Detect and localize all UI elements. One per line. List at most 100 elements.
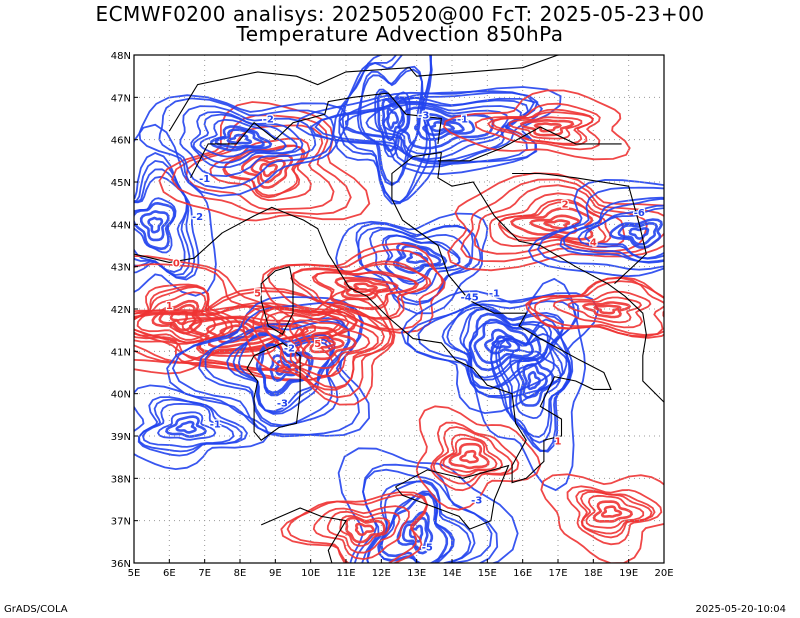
contour-line <box>309 331 345 354</box>
contour-line <box>584 207 664 260</box>
x-tick-label: 11E <box>336 568 355 579</box>
contour-line <box>401 516 429 551</box>
contour-line <box>533 122 563 133</box>
contour-line <box>497 198 612 245</box>
contour-label: -1 <box>489 288 500 299</box>
alps-border <box>190 92 443 179</box>
lat-lon-grid <box>134 55 664 563</box>
contour-label: 1 <box>166 301 173 312</box>
x-tick-label: 7E <box>198 568 211 579</box>
contour-line <box>593 304 622 315</box>
contour-line <box>483 328 521 355</box>
contour-line <box>175 420 197 434</box>
contour-label: -1 <box>199 174 210 185</box>
contour-line <box>311 270 418 311</box>
sicily-coastline <box>395 464 510 530</box>
cold-advection-center <box>134 384 270 471</box>
contour-line <box>552 290 652 329</box>
contour-line <box>617 222 659 246</box>
contour-line <box>357 224 474 304</box>
contour-line <box>536 186 664 271</box>
contour-line <box>263 308 385 389</box>
cold-advection-center <box>138 94 350 197</box>
warm-advection-center <box>241 287 396 406</box>
y-tick-label: 38N <box>111 474 131 485</box>
y-tick-label: 47N <box>111 93 131 104</box>
contour-label: -2 <box>192 212 203 223</box>
contour-label: -45 <box>461 293 479 304</box>
contour-line <box>309 90 538 164</box>
contour-label: -1 <box>210 420 221 431</box>
y-tick-label: 43N <box>111 263 131 274</box>
contour-line <box>165 415 207 438</box>
contour-line <box>295 86 562 176</box>
contour-line <box>495 333 572 444</box>
contour-line <box>430 421 520 492</box>
x-tick-label: 10E <box>301 568 320 579</box>
contour-line <box>261 242 446 334</box>
contour-line <box>365 100 522 161</box>
map-subtitle: Temperature Advection 850hPa <box>236 22 564 46</box>
contour-line <box>209 137 312 202</box>
contour-line <box>266 248 444 331</box>
contour-line <box>405 251 429 264</box>
contour-labels: -2 -2 -1 -2 -3 5 5 1 -3 -1 -45 -1 2 4 -6 -3 -5 -1 0 1 <box>165 109 647 554</box>
contour-line <box>459 449 479 464</box>
contour-line <box>339 514 391 547</box>
warm-advection-center <box>261 242 446 334</box>
contour-line <box>378 492 455 563</box>
cold-advection-center <box>295 86 562 176</box>
contour-line <box>417 300 577 397</box>
contour-line <box>522 363 548 399</box>
x-tick-label: 6E <box>163 568 176 579</box>
contour-line <box>205 320 286 349</box>
contour-label: 0 <box>173 259 180 270</box>
italy-coastline <box>222 151 612 484</box>
contour-line <box>179 105 317 178</box>
contour-line <box>290 260 428 320</box>
contour-line <box>232 333 334 414</box>
contour-line <box>468 277 587 492</box>
sardinia-coastline <box>246 342 301 441</box>
contour-line <box>344 99 530 163</box>
france-coastline <box>134 232 223 263</box>
contour-line <box>559 196 664 263</box>
contour-line <box>352 282 379 294</box>
bosnia-border <box>512 172 647 285</box>
contour-line <box>292 262 432 320</box>
x-tick-label: 5E <box>128 568 141 579</box>
y-tick-label: 46N <box>111 136 131 147</box>
contour-line <box>314 91 539 166</box>
x-tick-label: 20E <box>654 568 673 579</box>
contour-line <box>134 152 200 281</box>
contour-line <box>315 335 336 349</box>
contour-line <box>474 102 601 151</box>
contour-label: -6 <box>634 208 645 219</box>
balkan-coastline <box>437 152 664 403</box>
warm-advection-center <box>540 473 664 563</box>
contour-label: 5 <box>314 339 321 350</box>
x-tick-label: 13E <box>407 568 426 579</box>
contour-line <box>567 296 643 324</box>
contour-line <box>158 101 371 222</box>
contour-line <box>192 113 298 164</box>
contour-label: 5 <box>254 288 261 299</box>
footer-software: GrADS/COLA <box>4 604 68 615</box>
contour-label: 1 <box>555 436 562 447</box>
contour-label: 2 <box>562 199 569 210</box>
x-tick-label: 15E <box>478 568 497 579</box>
x-tick-label: 19E <box>619 568 638 579</box>
x-tick-label: 16E <box>513 568 532 579</box>
x-tick-label: 8E <box>234 568 247 579</box>
coastlines <box>134 55 664 563</box>
contour-label: -3 <box>418 111 429 122</box>
contour-line <box>335 212 489 315</box>
x-tick-label: 17E <box>548 568 567 579</box>
contour-line <box>288 319 371 370</box>
contour-line <box>439 433 504 477</box>
contour-line <box>171 301 364 438</box>
contour-line <box>575 489 656 539</box>
contour-line <box>259 162 278 178</box>
contour-label: -2 <box>284 343 295 354</box>
